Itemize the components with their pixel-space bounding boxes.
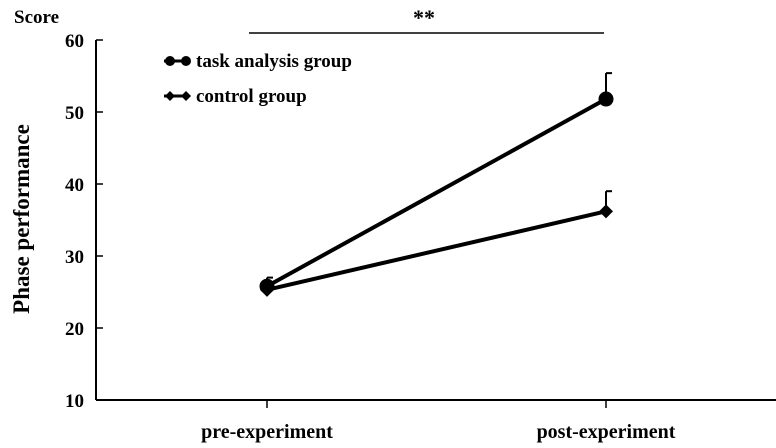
x-tick-label: post-experiment (537, 421, 676, 443)
y-tick-label: 30 (65, 247, 84, 268)
legend: task analysis group control group (164, 51, 352, 107)
series-line (266, 97, 607, 288)
legend-marker (165, 56, 175, 66)
y-tick-label: 60 (65, 31, 84, 52)
series-layer (259, 72, 614, 297)
data-point (599, 204, 613, 219)
significance-bracket: ** (249, 5, 604, 34)
legend-item: task analysis group (164, 51, 352, 72)
y-unit-label: Score (14, 7, 59, 28)
y-axis-title: Phase performance (9, 124, 34, 314)
legend-marker (165, 91, 175, 101)
series-line (266, 209, 607, 292)
y-tick-label: 50 (65, 103, 84, 124)
legend-marker (181, 56, 191, 66)
y-tick-label: 40 (65, 175, 84, 196)
legend-label: control group (196, 86, 307, 107)
series-task-analysis (259, 72, 614, 294)
x-tick-label: pre-experiment (201, 421, 333, 443)
data-point (598, 91, 614, 107)
y-tick-label: 10 (65, 391, 84, 412)
x-ticks: pre-experiment post-experiment (201, 400, 676, 443)
legend-marker (181, 91, 191, 101)
legend-label: task analysis group (196, 51, 352, 72)
series-control (260, 190, 613, 297)
significance-label: ** (413, 5, 435, 30)
y-tick-label: 20 (65, 319, 84, 340)
data-point (260, 282, 274, 297)
legend-item: control group (164, 86, 307, 107)
y-ticks: 10 20 30 40 50 60 (65, 31, 103, 412)
